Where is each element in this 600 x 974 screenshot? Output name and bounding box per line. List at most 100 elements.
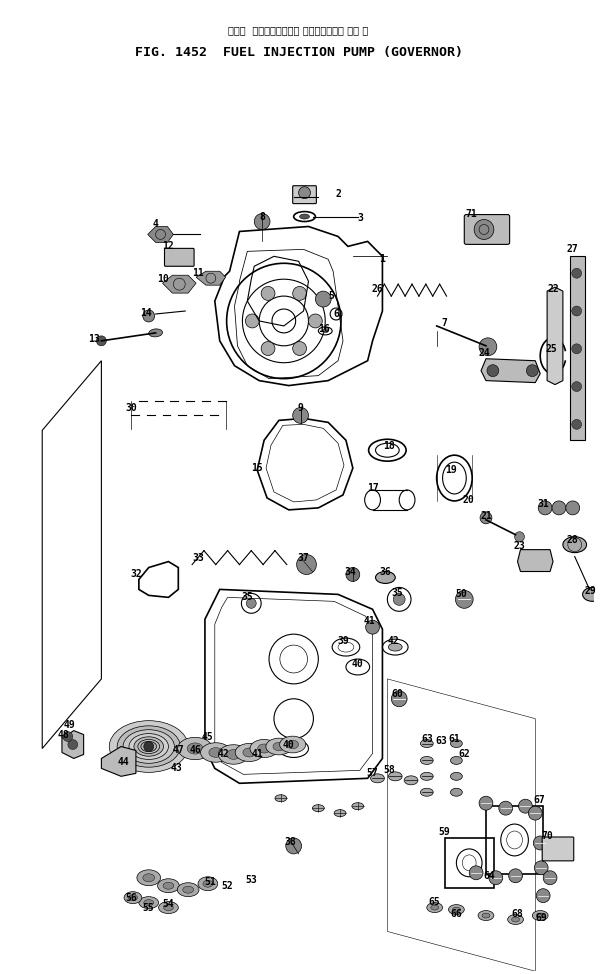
Text: 42: 42 bbox=[218, 749, 230, 760]
Ellipse shape bbox=[134, 736, 164, 756]
Text: 12: 12 bbox=[163, 242, 175, 251]
Text: 35: 35 bbox=[241, 592, 253, 602]
Ellipse shape bbox=[164, 905, 173, 911]
Ellipse shape bbox=[109, 721, 188, 772]
Circle shape bbox=[572, 268, 581, 279]
Ellipse shape bbox=[508, 915, 523, 924]
Ellipse shape bbox=[313, 805, 324, 811]
Polygon shape bbox=[547, 287, 563, 385]
Circle shape bbox=[474, 219, 494, 240]
Ellipse shape bbox=[209, 748, 223, 758]
Ellipse shape bbox=[117, 726, 180, 768]
Ellipse shape bbox=[178, 882, 199, 897]
Ellipse shape bbox=[257, 744, 271, 753]
Text: 23: 23 bbox=[514, 541, 526, 550]
Text: 61: 61 bbox=[449, 733, 460, 743]
Circle shape bbox=[552, 501, 566, 515]
Polygon shape bbox=[148, 227, 173, 243]
Text: 55: 55 bbox=[143, 903, 155, 913]
Text: 30: 30 bbox=[125, 403, 137, 413]
Circle shape bbox=[391, 691, 407, 707]
Text: 39: 39 bbox=[337, 636, 349, 646]
Text: 41: 41 bbox=[251, 749, 263, 760]
Polygon shape bbox=[163, 276, 196, 293]
Circle shape bbox=[299, 187, 310, 199]
Circle shape bbox=[499, 802, 512, 815]
Ellipse shape bbox=[218, 745, 249, 765]
Text: 6: 6 bbox=[333, 309, 339, 319]
Text: 63: 63 bbox=[421, 733, 433, 743]
Text: 17: 17 bbox=[367, 483, 379, 493]
Text: 24: 24 bbox=[478, 348, 490, 357]
Text: 48: 48 bbox=[58, 730, 70, 739]
Text: 49: 49 bbox=[64, 720, 76, 730]
Text: 35: 35 bbox=[391, 588, 403, 598]
Circle shape bbox=[455, 590, 473, 609]
Ellipse shape bbox=[451, 757, 463, 765]
Text: 67: 67 bbox=[533, 795, 545, 805]
Text: 34: 34 bbox=[344, 567, 356, 577]
Ellipse shape bbox=[266, 738, 292, 755]
Ellipse shape bbox=[451, 772, 463, 780]
Ellipse shape bbox=[352, 803, 364, 809]
Text: 19: 19 bbox=[446, 466, 457, 475]
Circle shape bbox=[247, 598, 256, 609]
Text: 45: 45 bbox=[202, 731, 214, 741]
Text: 52: 52 bbox=[222, 880, 233, 890]
Text: 38: 38 bbox=[285, 837, 296, 847]
Text: 1: 1 bbox=[379, 254, 385, 264]
Text: 51: 51 bbox=[204, 877, 216, 886]
Text: 69: 69 bbox=[535, 913, 547, 922]
Circle shape bbox=[487, 364, 499, 377]
Circle shape bbox=[529, 806, 542, 820]
Text: 5: 5 bbox=[328, 291, 334, 301]
Text: 28: 28 bbox=[567, 535, 578, 544]
Ellipse shape bbox=[287, 740, 299, 749]
Ellipse shape bbox=[334, 809, 346, 816]
Ellipse shape bbox=[183, 886, 194, 893]
Text: 56: 56 bbox=[125, 892, 137, 903]
Polygon shape bbox=[481, 358, 540, 383]
Circle shape bbox=[566, 501, 580, 515]
Text: 65: 65 bbox=[429, 897, 440, 907]
Text: 58: 58 bbox=[383, 766, 395, 775]
Circle shape bbox=[533, 836, 547, 850]
Text: 43: 43 bbox=[170, 764, 182, 773]
Text: 22: 22 bbox=[547, 284, 559, 294]
Ellipse shape bbox=[275, 795, 287, 802]
Text: 62: 62 bbox=[458, 749, 470, 760]
Circle shape bbox=[293, 342, 307, 356]
Text: 50: 50 bbox=[455, 589, 467, 599]
Circle shape bbox=[261, 286, 275, 300]
Circle shape bbox=[543, 871, 557, 884]
Text: 31: 31 bbox=[537, 499, 549, 508]
Circle shape bbox=[293, 407, 308, 424]
Ellipse shape bbox=[158, 879, 179, 893]
Ellipse shape bbox=[421, 788, 433, 796]
Ellipse shape bbox=[203, 880, 213, 887]
Ellipse shape bbox=[128, 895, 137, 901]
Ellipse shape bbox=[235, 743, 263, 762]
Ellipse shape bbox=[478, 911, 494, 920]
Ellipse shape bbox=[243, 748, 256, 757]
Circle shape bbox=[572, 420, 581, 430]
Text: 26: 26 bbox=[371, 284, 383, 294]
Ellipse shape bbox=[141, 741, 157, 752]
Ellipse shape bbox=[144, 900, 154, 906]
Text: 41: 41 bbox=[364, 617, 376, 626]
Ellipse shape bbox=[163, 882, 174, 889]
Text: 44: 44 bbox=[117, 758, 129, 768]
Text: FIG. 1452  FUEL INJECTION PUMP (GOVERNOR): FIG. 1452 FUEL INJECTION PUMP (GOVERNOR) bbox=[134, 46, 463, 59]
Circle shape bbox=[393, 593, 405, 605]
Text: 15: 15 bbox=[251, 463, 263, 473]
Text: 18: 18 bbox=[383, 441, 395, 451]
Ellipse shape bbox=[563, 537, 587, 552]
Ellipse shape bbox=[427, 903, 443, 913]
Ellipse shape bbox=[322, 329, 328, 333]
Circle shape bbox=[515, 532, 524, 542]
Ellipse shape bbox=[482, 913, 490, 918]
Circle shape bbox=[469, 866, 483, 880]
Ellipse shape bbox=[149, 329, 163, 337]
Ellipse shape bbox=[299, 214, 310, 219]
Circle shape bbox=[68, 739, 78, 750]
